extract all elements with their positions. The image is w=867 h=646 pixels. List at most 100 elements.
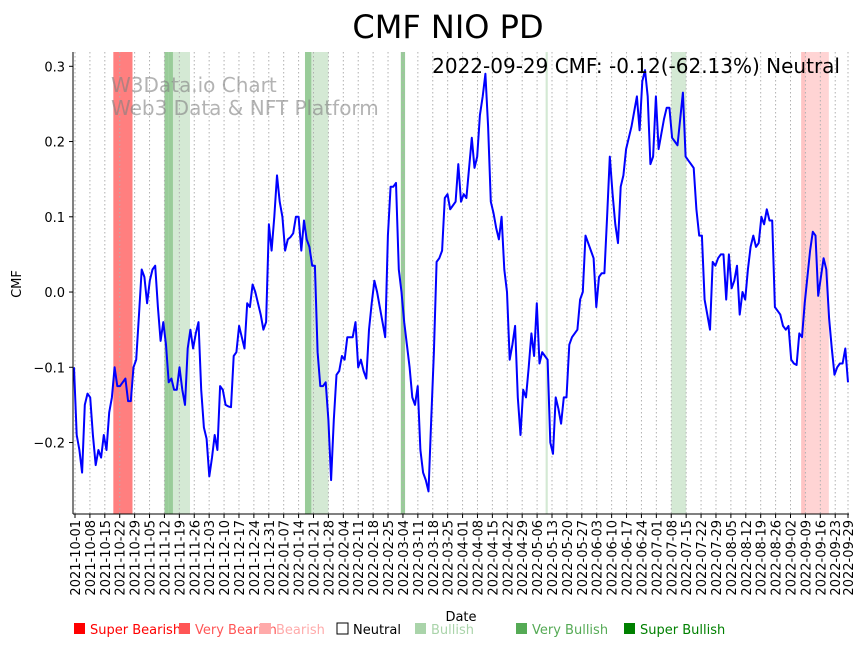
- legend-item-super-bullish: Super Bullish: [624, 623, 725, 638]
- x-tick-label: 2022-04-01: [457, 520, 472, 596]
- chart-title: CMF NIO PD: [352, 8, 543, 46]
- x-tick-label: 2022-03-18: [427, 520, 442, 596]
- legend-label: Neutral: [353, 623, 401, 638]
- x-tick-label: 2022-09-16: [814, 520, 829, 596]
- x-tick-label: 2022-02-11: [352, 520, 367, 596]
- band-bullish: [671, 52, 687, 514]
- legend-item-super-bearish: Super Bearish: [74, 623, 181, 638]
- legend-item-bearish: Bearish: [260, 623, 325, 638]
- x-tick-label: 2022-06-03: [591, 520, 606, 596]
- legend: Super Bearish Very Bearish Bearish Neutral B…: [74, 622, 725, 638]
- x-axis-label: Date: [445, 610, 476, 625]
- signal-bands: [113, 52, 829, 514]
- band-very-bearish: [801, 52, 806, 514]
- x-tick-label: 2022-01-14: [293, 520, 308, 596]
- x-ticks: 2021-10-01 2021-10-08 2021-10-15 2021-10-22…: [69, 514, 857, 596]
- y-ticks: −0.2 −0.1 0.0 0.1 0.2 0.3: [33, 60, 73, 452]
- x-tick-label: 2022-07-22: [695, 520, 710, 596]
- band-very-bullish: [164, 52, 169, 514]
- legend-label: Bearish: [276, 623, 325, 638]
- x-tick-label: 2022-01-28: [322, 520, 337, 596]
- x-tick-label: 2022-04-22: [501, 520, 516, 596]
- x-tick-label: 2022-06-17: [621, 520, 636, 596]
- watermark-line-1: W3Data.io Chart: [111, 73, 277, 97]
- x-tick-label: 2022-03-25: [442, 520, 457, 596]
- y-tick-label: 0.2: [44, 136, 65, 151]
- x-tick-label: 2022-09-23: [829, 520, 844, 596]
- x-tick-label: 2022-08-26: [770, 520, 785, 596]
- x-tick-label: 2021-10-15: [99, 520, 114, 596]
- x-tick-label: 2022-01-07: [278, 520, 293, 596]
- x-tick-label: 2021-12-03: [203, 520, 218, 596]
- watermark-line-2: Web3 Data & NFT Platform: [111, 96, 379, 120]
- legend-swatch: [260, 623, 271, 634]
- x-tick-label: 2022-02-25: [382, 520, 397, 596]
- vertical-gridlines: [74, 52, 849, 514]
- legend-swatch: [624, 623, 635, 634]
- x-tick-label: 2022-07-15: [680, 520, 695, 596]
- x-tick-label: 2022-09-29: [842, 520, 857, 596]
- y-tick-label: −0.2: [33, 437, 65, 452]
- legend-item-very-bullish: Very Bullish: [516, 623, 608, 638]
- x-tick-label: 2021-11-05: [144, 520, 159, 596]
- x-tick-label: 2022-08-19: [755, 520, 770, 596]
- band-very-bullish: [304, 52, 312, 514]
- x-tick-label: 2021-10-01: [69, 520, 84, 596]
- legend-swatch: [74, 623, 85, 634]
- x-tick-label: 2022-09-09: [799, 520, 814, 596]
- legend-label: Super Bullish: [640, 623, 725, 638]
- x-tick-label: 2022-05-06: [531, 520, 546, 596]
- x-tick-label: 2022-02-04: [337, 520, 352, 596]
- x-tick-label: 2022-07-01: [650, 520, 665, 596]
- x-tick-label: 2022-01-21: [308, 520, 323, 596]
- band-very-bullish: [168, 52, 173, 514]
- x-tick-label: 2022-07-08: [665, 520, 680, 596]
- legend-label: Super Bearish: [90, 623, 181, 638]
- x-tick-label: 2022-05-13: [546, 520, 561, 596]
- x-tick-label: 2021-12-31: [263, 520, 278, 596]
- band-super-bearish: [113, 52, 133, 514]
- x-tick-label: 2022-03-04: [397, 520, 412, 596]
- x-tick-label: 2022-09-02: [785, 520, 800, 596]
- legend-item-bullish: Bullish: [415, 623, 474, 638]
- band-bullish: [172, 52, 190, 514]
- x-tick-label: 2022-08-05: [725, 520, 740, 596]
- y-axis-label: CMF: [10, 270, 25, 298]
- x-tick-label: 2021-10-29: [129, 520, 144, 596]
- x-tick-label: 2021-11-12: [158, 520, 173, 596]
- legend-swatch: [415, 623, 426, 634]
- band-bullish: [311, 52, 329, 514]
- x-tick-label: 2022-04-15: [486, 520, 501, 596]
- x-tick-label: 2022-05-20: [561, 520, 576, 596]
- latest-value-annotation: 2022-09-29 CMF: -0.12(-62.13%) Neutral: [432, 54, 840, 78]
- x-tick-label: 2022-04-29: [516, 520, 531, 596]
- x-tick-label: 2021-10-22: [114, 520, 129, 596]
- x-tick-label: 2022-04-08: [471, 520, 486, 596]
- x-tick-label: 2021-12-10: [218, 520, 233, 596]
- y-tick-label: 0.3: [44, 60, 65, 75]
- x-tick-label: 2022-06-10: [606, 520, 621, 596]
- legend-label: Very Bullish: [532, 623, 608, 638]
- x-tick-label: 2022-05-27: [576, 520, 591, 596]
- x-tick-label: 2022-06-24: [635, 520, 650, 596]
- legend-item-neutral: Neutral: [336, 622, 401, 638]
- x-tick-label: 2021-11-19: [173, 520, 188, 596]
- y-tick-label: 0.1: [44, 211, 65, 226]
- legend-label: Very Bearish: [195, 623, 277, 638]
- legend-swatch: [336, 622, 349, 635]
- legend-swatch: [179, 623, 190, 634]
- band-very-bullish: [400, 52, 406, 514]
- y-tick-label: 0.0: [44, 286, 65, 301]
- x-tick-label: 2021-10-08: [84, 520, 99, 596]
- band-bullish: [545, 52, 548, 514]
- legend-item-very-bearish: Very Bearish: [179, 623, 277, 638]
- x-tick-label: 2022-03-11: [412, 520, 427, 596]
- x-tick-label: 2021-12-24: [248, 520, 263, 596]
- y-tick-label: −0.1: [33, 361, 65, 376]
- x-tick-label: 2021-11-26: [188, 520, 203, 596]
- watermark: W3Data.io Chart Web3 Data & NFT Platform: [111, 73, 379, 120]
- legend-swatch: [516, 623, 527, 634]
- x-tick-label: 2021-12-17: [233, 520, 248, 596]
- x-tick-label: 2022-02-18: [367, 520, 382, 596]
